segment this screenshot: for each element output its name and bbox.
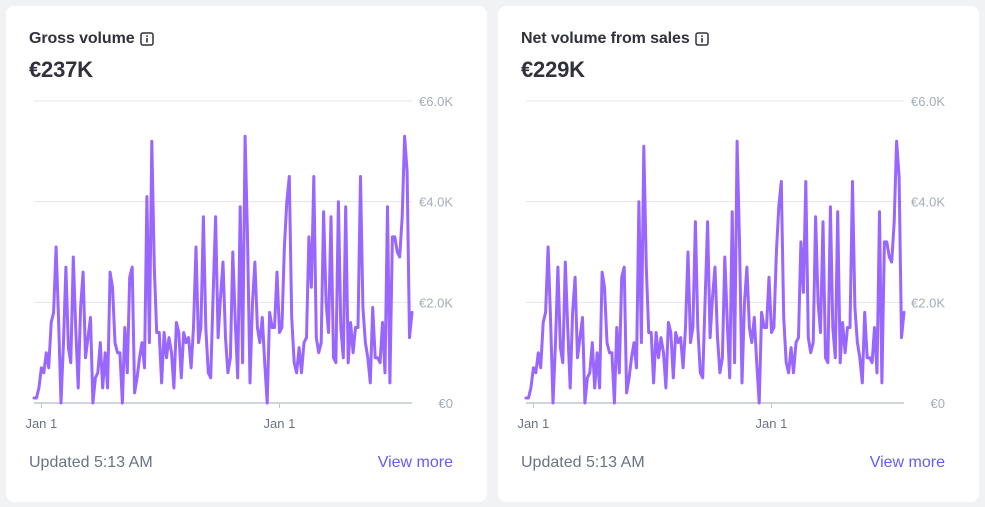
y-tick-label: €4.0K bbox=[419, 195, 453, 210]
card-title-row: Net volume from sales bbox=[521, 30, 709, 48]
y-tick-label: €4.0K bbox=[911, 195, 945, 210]
updated-timestamp: Updated 5:13 AM bbox=[521, 454, 645, 471]
gross-volume-card: Gross volume €237K €0 €2.0K €4.0K €6.0K Jan … bbox=[6, 6, 487, 502]
y-tick-label: €0 bbox=[931, 396, 945, 411]
series-line bbox=[32, 134, 414, 405]
view-more-link[interactable]: View more bbox=[377, 454, 453, 471]
net-volume-card: Net volume from sales €229K €0 €2.0K €4.0K… bbox=[498, 6, 979, 502]
series-line bbox=[524, 139, 906, 405]
card-title: Gross volume bbox=[29, 30, 135, 47]
x-tick-label: Jan 1 bbox=[517, 416, 549, 431]
card-value: €229K bbox=[521, 57, 585, 82]
x-tick-label: Jan 1 bbox=[25, 416, 57, 431]
card-title-row: Gross volume bbox=[29, 30, 154, 48]
card-value: €237K bbox=[29, 57, 93, 82]
card-title: Net volume from sales bbox=[521, 30, 690, 47]
y-tick-label: €2.0K bbox=[419, 295, 453, 310]
y-tick-label: €0 bbox=[439, 396, 453, 411]
x-tick-label: Jan 1 bbox=[264, 416, 296, 431]
net-volume-chart: €0 €2.0K €4.0K €6.0K Jan 1 Jan 1 bbox=[517, 94, 945, 431]
info-icon[interactable] bbox=[694, 32, 709, 46]
y-tick-label: €6.0K bbox=[911, 94, 945, 109]
info-icon[interactable] bbox=[139, 32, 154, 46]
y-tick-label: €6.0K bbox=[419, 94, 453, 109]
view-more-link[interactable]: View more bbox=[869, 454, 945, 471]
y-tick-label: €2.0K bbox=[911, 295, 945, 310]
updated-timestamp: Updated 5:13 AM bbox=[29, 454, 153, 471]
gross-volume-chart: €0 €2.0K €4.0K €6.0K Jan 1 Jan 1 bbox=[25, 94, 453, 431]
x-tick-label: Jan 1 bbox=[756, 416, 788, 431]
